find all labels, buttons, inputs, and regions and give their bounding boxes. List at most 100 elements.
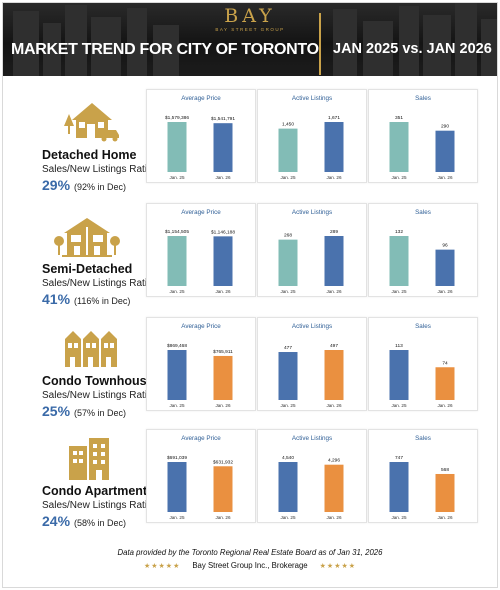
bar-jan-26	[435, 130, 455, 172]
row-name-condo-townhouse: Condo Townhouse	[42, 374, 154, 388]
data-label: $1,541,791	[211, 116, 235, 122]
ratio-semi-detached: 41% (116% in Dec)	[42, 291, 130, 309]
semi-detached-icon	[54, 218, 120, 257]
chart-panel-detached-home-sales: Sales 351 Jan. 25 290 Jan. 26	[368, 89, 478, 183]
tick-label: Jan. 25	[169, 515, 185, 520]
tick-label: Jan. 26	[437, 403, 453, 408]
bar-chart: $1,579,386 Jan. 25 $1,541,791 Jan. 26	[165, 115, 235, 180]
ratio-note: (92% in Dec)	[74, 182, 127, 192]
chart-panel-condo-apartment-sales: Sales 747 Jan. 25 568 Jan. 26	[368, 429, 478, 523]
detached-home-icon	[64, 103, 119, 142]
bar-jan-25	[167, 122, 187, 172]
data-label: 4,540	[282, 455, 294, 461]
ratio-label: Sales/New Listings Ratio:	[42, 278, 156, 289]
tick-label: Jan. 26	[326, 175, 342, 180]
chart-title: Sales	[415, 209, 431, 216]
tick-label: Jan. 25	[169, 289, 185, 294]
chart-panel-condo-apartment-active-listings: Active Listings 4,540 Jan. 25 4,296 Jan. 26	[257, 429, 367, 523]
data-label: 268	[284, 233, 292, 239]
data-label: 4,296	[328, 458, 340, 464]
bar-jan-26	[213, 236, 233, 286]
chart-panel-condo-townhouse-active-listings: Active Listings 477 Jan. 25 497 Jan. 26	[257, 317, 367, 411]
data-label: 289	[330, 229, 338, 235]
tick-label: Jan. 26	[215, 289, 231, 294]
bar-jan-26	[213, 466, 233, 512]
bar-chart: $1,154,505 Jan. 25 $1,146,188 Jan. 26	[165, 229, 235, 294]
data-label: $1,579,386	[165, 115, 189, 121]
chart-title: Active Listings	[291, 435, 333, 442]
condo-apartment-icon	[69, 438, 109, 480]
brokerage-name: Bay Street Group Inc., Brokerage	[192, 561, 308, 570]
header-divider	[319, 13, 321, 75]
tick-label: Jan. 25	[391, 403, 407, 408]
bar-jan-25	[278, 352, 298, 400]
tick-label: Jan. 26	[326, 289, 342, 294]
bar-jan-26	[213, 123, 233, 172]
tick-label: Jan. 26	[437, 175, 453, 180]
data-label: 1,671	[328, 115, 340, 121]
bar-jan-25	[278, 462, 298, 512]
chart-title: Average Price	[181, 435, 221, 442]
tick-label: Jan. 25	[280, 403, 296, 408]
data-label: 1,450	[282, 122, 294, 128]
tick-label: Jan. 25	[169, 403, 185, 408]
tick-label: Jan. 25	[280, 289, 296, 294]
chart-title: Active Listings	[291, 323, 333, 330]
ratio-label: Sales/New Listings Ratio:	[42, 164, 156, 175]
tick-label: Jan. 26	[215, 515, 231, 520]
bar-jan-26	[324, 350, 344, 400]
bar-chart: 1,450 Jan. 25 1,671 Jan. 26	[278, 115, 344, 180]
bar-jan-25	[389, 236, 409, 286]
logo-word: BAY	[224, 5, 276, 27]
bar-jan-26	[435, 473, 455, 512]
bar-jan-25	[278, 128, 298, 172]
ratio-value: 25%	[42, 403, 71, 419]
period-label: JAN 2025 vs. JAN 2026	[333, 41, 492, 57]
ratio-note: (57% in Dec)	[74, 408, 127, 418]
ratio-note: (58% in Dec)	[74, 518, 127, 528]
ratio-value: 41%	[42, 291, 71, 307]
chart-panel-detached-home-average-price: Average Price $1,579,386 Jan. 25 $1,541,791…	[146, 89, 256, 183]
tick-label: Jan. 25	[169, 175, 185, 180]
chart-title: Average Price	[181, 209, 221, 216]
tick-label: Jan. 26	[437, 289, 453, 294]
data-label: 96	[442, 243, 448, 249]
chart-title: Sales	[415, 323, 431, 330]
ratio-condo-townhouse: 25% (57% in Dec)	[42, 403, 126, 421]
bar-chart: 351 Jan. 25 290 Jan. 26	[389, 115, 455, 180]
tick-label: Jan. 26	[215, 403, 231, 408]
chart-panel-condo-townhouse-average-price: Average Price $869,468 Jan. 25 $765,911 Jan.…	[146, 317, 256, 411]
bar-jan-26	[324, 122, 344, 172]
bar-chart: 113 Jan. 25 74 Jan. 26	[389, 343, 455, 408]
ratio-label: Sales/New Listings Ratio:	[42, 500, 156, 511]
chart-panel-semi-detached-average-price: Average Price $1,154,505 Jan. 25 $1,146,188…	[146, 203, 256, 297]
header-banner: BAY BAY STREET GROUP MARKET TREND FOR CI…	[3, 3, 497, 76]
bar-jan-25	[389, 462, 409, 512]
data-label: $631,932	[213, 459, 233, 465]
bar-chart: 132 Jan. 25 96 Jan. 26	[389, 229, 455, 294]
bar-jan-26	[324, 236, 344, 286]
data-label: $691,039	[167, 455, 187, 461]
data-label: 113	[395, 343, 403, 349]
ratio-value: 24%	[42, 513, 71, 529]
data-label: $1,146,188	[211, 229, 235, 235]
tick-label: Jan. 25	[280, 175, 296, 180]
bar-chart: 477 Jan. 25 497 Jan. 26	[278, 343, 344, 408]
ratio-label: Sales/New Listings Ratio:	[42, 390, 156, 401]
bar-jan-25	[167, 350, 187, 400]
data-label: 132	[395, 229, 403, 235]
tick-label: Jan. 25	[391, 175, 407, 180]
data-label: 74	[442, 360, 448, 366]
chart-title: Active Listings	[291, 95, 333, 102]
footer-brand: ★★★★★ Bay Street Group Inc., Brokerage ★★★…	[0, 561, 500, 570]
chart-title: Sales	[415, 95, 431, 102]
ratio-value: 29%	[42, 177, 71, 193]
tick-label: Jan. 25	[391, 515, 407, 520]
page-title: MARKET TREND FOR CITY OF TORONTO	[11, 41, 319, 58]
ratio-note: (116% in Dec)	[74, 296, 131, 306]
data-label: $869,468	[167, 343, 187, 349]
row-name-semi-detached: Semi-Detached	[42, 262, 133, 276]
ratio-condo-apartment: 24% (58% in Dec)	[42, 513, 126, 531]
bar-jan-26	[324, 464, 344, 512]
